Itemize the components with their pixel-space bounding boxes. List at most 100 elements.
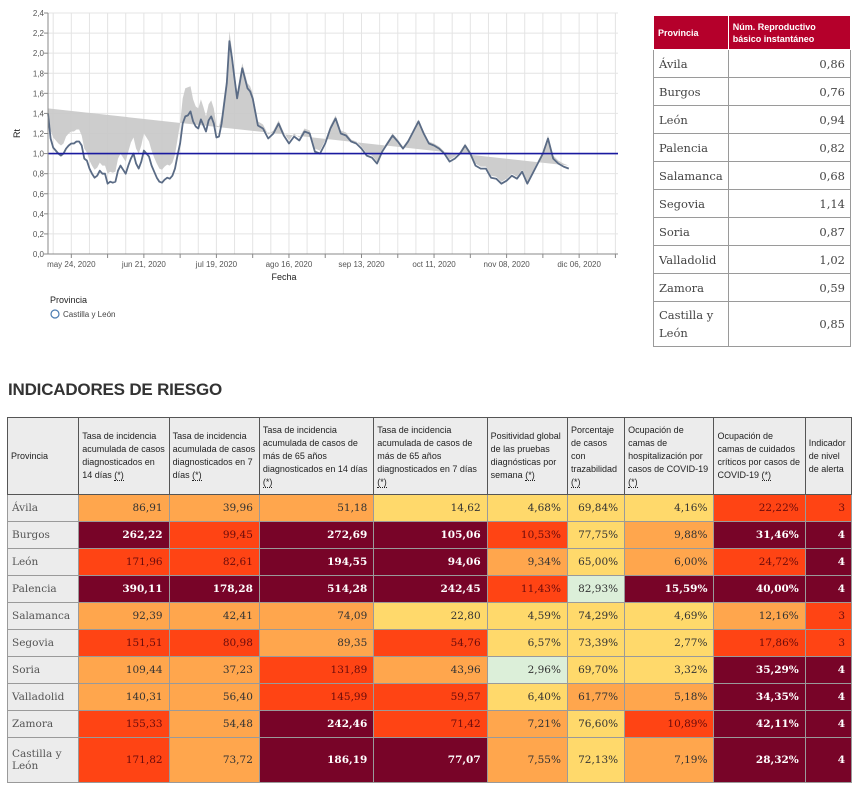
risk-value-cell: 242,46: [258, 710, 375, 738]
risk-value-cell: 72,13%: [566, 737, 626, 783]
rt-provincia-cell: Zamora: [653, 273, 729, 302]
risk-value-cell: 80,98: [168, 629, 260, 657]
risk-provincia-cell: Palencia: [6, 575, 80, 603]
alert-level-cell: 4: [804, 575, 853, 603]
risk-value-cell: 51,18: [258, 494, 375, 522]
risk-value-cell: 15,59%: [624, 575, 715, 603]
x-tick-label: sep 13, 2020: [338, 260, 385, 269]
risk-value-cell: 12,16%: [713, 602, 806, 630]
y-tick-label: 1,0: [33, 150, 45, 159]
risk-provincia-cell: León: [6, 548, 80, 576]
series-line: [47, 40, 570, 185]
y-tick-label: 1,2: [33, 130, 45, 139]
risk-value-cell: 31,46%: [713, 521, 806, 549]
risk-indicators-table: Provincia Tasa de incidencia acumulada de…: [6, 417, 853, 783]
rt-value-cell: 0,59: [727, 273, 852, 302]
confidence-band: [48, 31, 569, 182]
risk-value-cell: 59,57: [373, 683, 488, 711]
rt-value-cell: 1,14: [727, 189, 852, 218]
risk-value-cell: 9,34%: [486, 548, 568, 576]
risk-value-cell: 28,32%: [713, 737, 806, 783]
rt-provincia-cell: Valladolid: [653, 245, 729, 274]
risk-header-cell: Tasa de incidencia acumulada de casos di…: [78, 417, 170, 495]
risk-value-cell: 5,18%: [624, 683, 715, 711]
risk-value-cell: 54,76: [373, 629, 488, 657]
risk-value-cell: 7,55%: [486, 737, 568, 783]
risk-value-cell: 43,96: [373, 656, 488, 684]
rt-table-row: Castilla y León 0,85: [653, 301, 852, 347]
risk-value-cell: 73,72: [168, 737, 260, 783]
risk-header-cell: Tasa de incidencia acumulada de casos de…: [258, 417, 375, 495]
footnote-link[interactable]: (*): [570, 476, 581, 488]
rt-table-row: León 0,94: [653, 105, 852, 134]
risk-header-label: Provincia: [11, 450, 49, 461]
x-tick-label: jun 21, 2020: [121, 260, 167, 269]
alert-level-cell: 4: [804, 737, 853, 783]
risk-header-cell: Indicador de nivel de alerta: [804, 417, 853, 495]
rt-table-row: Ávila 0,86: [653, 49, 852, 78]
risk-value-cell: 194,55: [258, 548, 375, 576]
risk-table-row: Burgos 262,22 99,45 272,69 105,06 10,53% 77,75…: [6, 521, 853, 549]
rt-value-cell: 0,85: [727, 301, 852, 347]
footnote-link[interactable]: (*): [192, 470, 202, 481]
risk-value-cell: 77,75%: [566, 521, 626, 549]
risk-table-row: Segovia 151,51 80,98 89,35 54,76 6,57% 73,39% 2…: [6, 629, 853, 657]
risk-value-cell: 22,22%: [713, 494, 806, 522]
risk-value-cell: 2,96%: [486, 656, 568, 684]
risk-value-cell: 7,21%: [486, 710, 568, 738]
rt-line-chart: 0,0 0,2 0,4 0,6 0,8 1,0 1,2 1,4 1,6 1,8 2,0 2,2 2,4 m…: [12, 9, 618, 319]
rt-table-row: Salamanca 0,68: [653, 161, 852, 190]
rt-value-cell: 0,76: [727, 77, 852, 106]
rt-value-cell: 0,68: [727, 161, 852, 190]
risk-value-cell: 4,69%: [624, 602, 715, 630]
risk-provincia-cell: Burgos: [6, 521, 80, 549]
rt-header-rt: Núm. Reproductivo básico instantáneo: [727, 15, 852, 50]
x-tick-label: nov 08, 2020: [483, 260, 530, 269]
risk-provincia-cell: Soria: [6, 656, 80, 684]
rt-table-header-row: Provincia Núm. Reproductivo básico insta…: [653, 15, 852, 50]
risk-value-cell: 86,91: [78, 494, 170, 522]
y-tick-label: 0,0: [33, 250, 45, 259]
footnote-link[interactable]: (*): [262, 476, 273, 488]
risk-header-label: Indicador de nivel de alerta: [808, 437, 846, 474]
risk-value-cell: 11,43%: [486, 575, 568, 603]
risk-value-cell: 4,16%: [624, 494, 715, 522]
rt-provincia-cell: Soria: [653, 217, 729, 246]
risk-header-cell: Tasa de incidencia acumulada de casos de…: [373, 417, 488, 495]
rt-value-cell: 1,02: [727, 245, 852, 274]
legend-label[interactable]: Castilla y León: [63, 310, 115, 319]
risk-value-cell: 24,72%: [713, 548, 806, 576]
rt-table-row: Palencia 0,82: [653, 133, 852, 162]
risk-value-cell: 92,39: [78, 602, 170, 630]
footnote-link[interactable]: (*): [761, 470, 771, 481]
rt-table: Provincia Núm. Reproductivo básico insta…: [653, 15, 852, 347]
chart-legend[interactable]: Provincia Castilla y León: [50, 295, 115, 319]
footnote-link[interactable]: (*): [377, 476, 387, 488]
section-title: INDICADORES DE RIESGO: [8, 380, 222, 399]
risk-header-cell: Positividad global de las pruebas diagnó…: [486, 417, 568, 495]
footnote-link[interactable]: (*): [628, 476, 638, 488]
legend-circle-icon[interactable]: [50, 309, 60, 319]
risk-header-label: Positividad global de las pruebas diagnó…: [490, 431, 561, 480]
footnote-link[interactable]: (*): [114, 470, 124, 481]
risk-table-row: León 171,96 82,61 194,55 94,06 9,34% 65,00% 6,0…: [6, 548, 853, 576]
risk-provincia-cell: Salamanca: [6, 602, 80, 630]
risk-header-label: Tasa de incidencia acumulada de casos de…: [377, 424, 477, 474]
risk-value-cell: 17,86%: [713, 629, 806, 657]
risk-value-cell: 6,40%: [486, 683, 568, 711]
risk-value-cell: 99,45: [168, 521, 260, 549]
y-tick-label: 1,4: [33, 109, 45, 118]
x-tick-label: may 24, 2020: [47, 260, 96, 269]
risk-header-label: Ocupación de camas de cuidados críticos …: [717, 431, 801, 480]
risk-value-cell: 65,00%: [566, 548, 626, 576]
footnote-link[interactable]: (*): [525, 470, 535, 481]
risk-header-label: Tasa de incidencia acumulada de casos di…: [172, 431, 256, 480]
y-tick-label: 0,4: [33, 210, 45, 219]
risk-value-cell: 4,68%: [486, 494, 568, 522]
risk-value-cell: 7,19%: [624, 737, 715, 783]
risk-value-cell: 140,31: [78, 683, 170, 711]
risk-header-cell: Tasa de incidencia acumulada de casos di…: [168, 417, 260, 495]
risk-value-cell: 74,29%: [566, 602, 626, 630]
alert-level-cell: 4: [804, 548, 853, 576]
x-tick-label: oct 11, 2020: [412, 260, 456, 269]
